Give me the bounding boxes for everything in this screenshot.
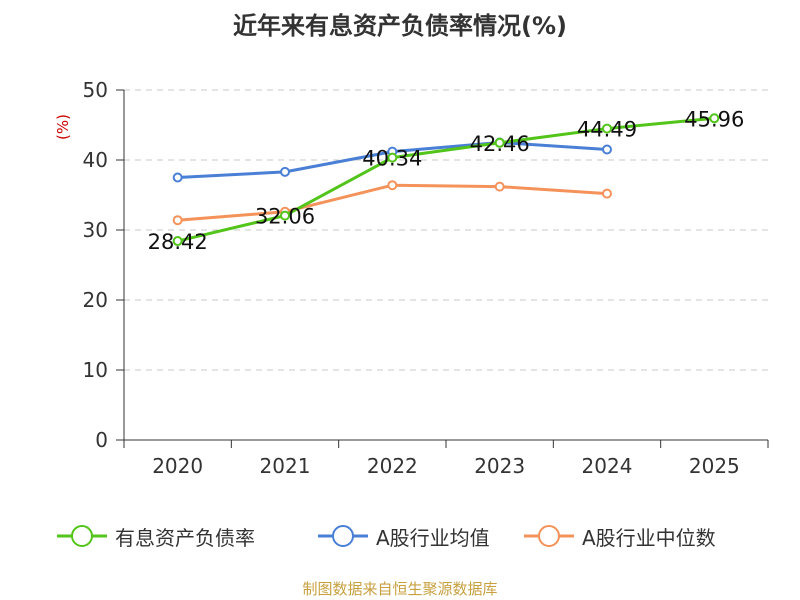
series-line	[177, 183, 608, 222]
legend-item[interactable]: A股行业中位数	[524, 516, 716, 556]
data-point	[709, 113, 720, 124]
legend-label: 有息资产负债率	[115, 525, 255, 550]
data-point	[387, 180, 398, 191]
source-note: 制图数据来自恒生聚源数据库	[302, 580, 498, 598]
axes: 0 10 20 30 40 50 2020 2021 2022 2023 2024 2025	[83, 78, 769, 478]
data-point	[172, 172, 183, 183]
x-tick-label: 2020	[152, 454, 203, 478]
data-point	[387, 152, 398, 163]
legend-label: A股行业中位数	[582, 525, 716, 550]
gridlines	[124, 89, 768, 371]
x-tick-label: 2021	[260, 454, 311, 478]
legend: 有息资产负债率 A股行业均值 A股行业中位数	[0, 516, 800, 556]
data-point	[172, 236, 183, 247]
data-point	[602, 144, 612, 155]
data-point	[494, 181, 505, 192]
legend-marker-icon	[524, 525, 574, 547]
data-label: 28.42	[148, 230, 208, 254]
legend-item[interactable]: A股行业均值	[318, 516, 490, 556]
data-labels: 28.42 32.06 40.34 42.46 44.49 45.96	[148, 107, 745, 254]
data-point	[280, 166, 290, 177]
x-tick-label: 2024	[582, 454, 633, 478]
data-label: 44.49	[577, 118, 637, 142]
y-tick-label: 0	[95, 428, 108, 452]
legend-marker-icon	[57, 525, 107, 547]
data-label: 32.06	[255, 205, 315, 229]
y-tick-label: 10	[83, 358, 108, 382]
y-axis-label: (%)	[54, 114, 72, 140]
x-tick-label: 2022	[367, 454, 418, 478]
chart-title: 近年来有息资产负债率情况(%)	[233, 12, 567, 40]
y-tick-label: 20	[83, 288, 108, 312]
data-point	[602, 188, 612, 199]
series-lines	[172, 113, 720, 247]
legend-label: A股行业均值	[376, 525, 490, 550]
data-label: 40.34	[362, 147, 422, 171]
data-label: 45.96	[684, 107, 744, 131]
x-tick-label: 2023	[474, 454, 525, 478]
data-point	[280, 210, 290, 221]
legend-marker-icon	[318, 525, 368, 547]
data-point	[172, 215, 183, 226]
y-tick-label: 40	[83, 148, 108, 172]
y-tick-label: 30	[83, 218, 108, 242]
data-point	[494, 137, 505, 148]
data-label: 42.46	[470, 132, 530, 156]
data-point	[602, 123, 612, 134]
y-tick-label: 50	[83, 78, 108, 102]
x-tick-label: 2025	[689, 454, 740, 478]
legend-item[interactable]: 有息资产负债率	[57, 516, 255, 556]
series-line	[177, 116, 715, 243]
